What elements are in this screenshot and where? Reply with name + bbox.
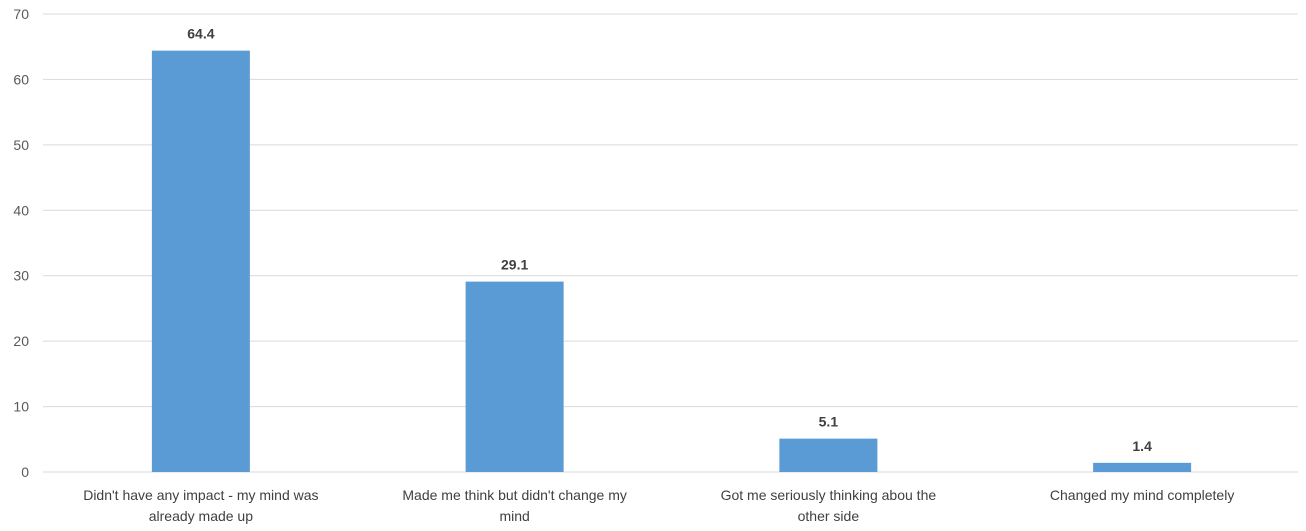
category-label: Changed my mind completely <box>1050 487 1234 503</box>
data-label: 64.4 <box>187 26 214 42</box>
category-label: Didn't have any impact - my mind was <box>83 487 318 503</box>
y-tick-label: 60 <box>13 71 29 87</box>
data-label: 29.1 <box>501 257 528 273</box>
bars <box>151 50 1192 472</box>
bar <box>779 438 878 472</box>
bar <box>151 50 250 472</box>
data-labels: 64.4 29.1 5.1 1.4 <box>187 26 1152 454</box>
x-axis-categories: Didn't have any impact - my mind was alre… <box>83 487 1234 524</box>
category-label: Made me think but didn't change my <box>402 487 626 503</box>
category-label: mind <box>499 508 529 524</box>
y-tick-label: 30 <box>13 268 29 284</box>
y-tick-label: 10 <box>13 399 29 415</box>
data-label: 5.1 <box>819 414 839 430</box>
bar <box>1093 462 1192 472</box>
y-tick-label: 50 <box>13 137 29 153</box>
category-label: other side <box>798 508 860 524</box>
gridlines <box>43 13 1298 473</box>
y-axis-ticks: 0 10 20 30 40 50 60 70 <box>13 6 29 480</box>
category-label: already made up <box>149 508 254 524</box>
y-tick-label: 0 <box>21 464 29 480</box>
category-label: Got me seriously thinking abou the <box>721 487 937 503</box>
y-tick-label: 70 <box>13 6 29 22</box>
y-tick-label: 40 <box>13 202 29 218</box>
y-tick-label: 20 <box>13 333 29 349</box>
data-label: 1.4 <box>1132 438 1152 454</box>
bar <box>465 281 564 472</box>
